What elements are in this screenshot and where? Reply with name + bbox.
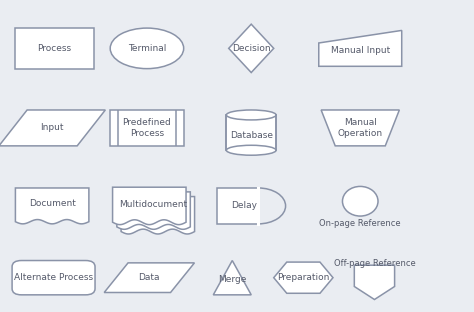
Text: Process: Process	[37, 44, 72, 53]
Polygon shape	[319, 31, 401, 66]
Ellipse shape	[227, 145, 276, 155]
Polygon shape	[117, 192, 190, 229]
Text: Terminal: Terminal	[128, 44, 166, 53]
Text: Alternate Process: Alternate Process	[14, 273, 93, 282]
Polygon shape	[112, 187, 186, 225]
Text: Delay: Delay	[231, 202, 257, 210]
Polygon shape	[354, 265, 394, 300]
Polygon shape	[321, 110, 399, 146]
Bar	[217, 188, 258, 224]
Text: On-page Reference: On-page Reference	[319, 219, 401, 228]
Bar	[110, 110, 183, 146]
Polygon shape	[104, 263, 194, 293]
FancyBboxPatch shape	[12, 261, 95, 295]
Text: Manual
Operation: Manual Operation	[337, 118, 383, 138]
Polygon shape	[213, 261, 251, 295]
Text: Manual Input: Manual Input	[331, 46, 390, 55]
Text: Database: Database	[230, 131, 273, 140]
Text: Preparation: Preparation	[277, 273, 329, 282]
Ellipse shape	[110, 28, 184, 69]
Polygon shape	[121, 197, 194, 234]
Text: Off-page Reference: Off-page Reference	[334, 259, 415, 268]
Text: Multidocument: Multidocument	[119, 200, 187, 209]
Bar	[227, 115, 276, 150]
Ellipse shape	[342, 187, 378, 216]
Text: Document: Document	[29, 198, 75, 207]
Text: Merge: Merge	[218, 275, 246, 284]
Text: Data: Data	[138, 273, 160, 282]
Polygon shape	[228, 24, 274, 73]
Text: Input: Input	[40, 124, 64, 132]
Polygon shape	[15, 188, 89, 224]
Polygon shape	[0, 110, 105, 146]
Ellipse shape	[227, 110, 276, 120]
Bar	[15, 28, 94, 69]
Text: Predefined
Process: Predefined Process	[123, 118, 171, 138]
Text: Decision: Decision	[232, 44, 271, 53]
Polygon shape	[274, 262, 333, 293]
